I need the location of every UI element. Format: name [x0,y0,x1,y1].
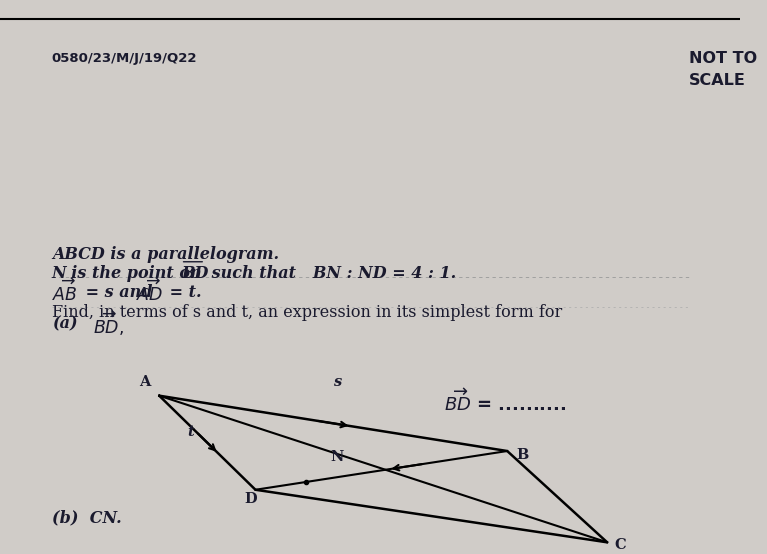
Text: $\overrightarrow{AD}$: $\overrightarrow{AD}$ [136,279,163,305]
Text: s: s [333,375,341,389]
Text: (b)  CN.: (b) CN. [52,509,122,526]
Text: = s and: = s and [80,284,158,301]
Text: A: A [139,375,150,389]
Text: such that   BN : ND = 4 : 1.: such that BN : ND = 4 : 1. [206,265,456,283]
Text: t: t [188,425,194,439]
Text: B: B [516,448,528,462]
Text: NOT TO: NOT TO [689,50,757,65]
Text: $\overrightarrow{BD}$ = ..........: $\overrightarrow{BD}$ = .......... [444,388,567,415]
Text: BD: BD [182,265,209,283]
Text: (a): (a) [52,315,77,332]
Text: C: C [614,538,627,552]
Text: = t.: = t. [163,284,201,301]
Text: N is the point on: N is the point on [52,265,208,283]
Text: ABCD is a parallelogram.: ABCD is a parallelogram. [52,246,279,263]
Text: $\overrightarrow{BD}$,: $\overrightarrow{BD}$, [93,310,123,338]
Text: D: D [244,492,257,506]
Text: $\overrightarrow{AB}$: $\overrightarrow{AB}$ [52,279,77,305]
Text: 0580/23/M/J/19/Q22: 0580/23/M/J/19/Q22 [52,52,197,65]
Text: SCALE: SCALE [689,73,746,88]
Text: N: N [331,449,344,464]
Text: Find, in terms of s and t, an expression in its simplest form for: Find, in terms of s and t, an expression… [52,304,562,321]
